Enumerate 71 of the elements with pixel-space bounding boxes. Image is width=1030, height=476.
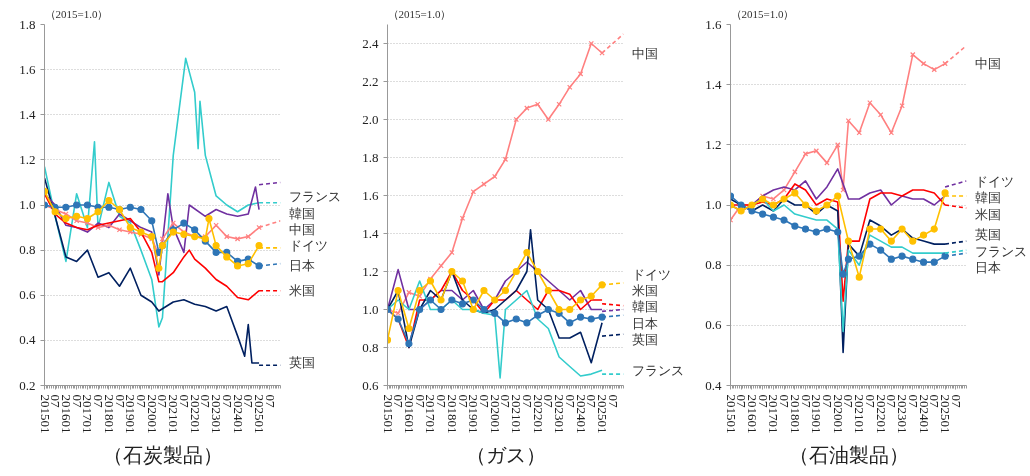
y-tick-label: 1.8 bbox=[362, 149, 379, 165]
text: 米国 bbox=[631, 282, 658, 298]
x-tick-label: 07 bbox=[519, 394, 535, 408]
text: 英国 bbox=[288, 355, 315, 371]
text: 英国 bbox=[631, 332, 658, 348]
x-tick-label: 201801 bbox=[787, 394, 803, 434]
y-tick-label: 1.4 bbox=[705, 76, 722, 92]
text: ドイツ bbox=[631, 266, 671, 282]
text: 米国 bbox=[288, 283, 315, 299]
y-tick-label: 0.6 bbox=[705, 317, 722, 333]
text: 英国 bbox=[974, 227, 1001, 243]
y-axis-title: （2015=1.0） bbox=[730, 7, 795, 20]
y-tick-label: 0.6 bbox=[362, 377, 379, 393]
y-tick-label: 1.4 bbox=[362, 225, 379, 241]
x-tick-label: 07 bbox=[905, 394, 921, 408]
y-axis-title: （2015=1.0） bbox=[387, 7, 452, 20]
x-tick-label: 201801 bbox=[101, 394, 117, 434]
x-tick-label: 201601 bbox=[58, 394, 74, 434]
text: 日本 bbox=[288, 258, 315, 274]
y-tick-label: 1.6 bbox=[705, 16, 722, 32]
x-tick-label: 07 bbox=[262, 394, 278, 408]
x-tick-label: 201601 bbox=[401, 394, 417, 434]
text: 日本 bbox=[631, 315, 658, 331]
y-tick-label: 1.2 bbox=[362, 263, 379, 279]
x-tick-label: 07 bbox=[562, 394, 578, 408]
text: 韓国 bbox=[288, 205, 315, 221]
x-tick-label: 07 bbox=[133, 394, 149, 408]
x-tick-label: 07 bbox=[948, 394, 964, 408]
y-tick-label: 1.0 bbox=[19, 197, 36, 212]
text: ドイツ bbox=[288, 238, 328, 254]
y-tick-label: 0.8 bbox=[19, 242, 36, 258]
x-tick-label: 07 bbox=[605, 394, 621, 408]
text: フランス bbox=[288, 189, 341, 205]
y-tick-label: 1.6 bbox=[19, 61, 36, 77]
text: 日本 bbox=[974, 260, 1001, 276]
y-tick-label: 0.8 bbox=[705, 257, 722, 273]
x-tick-label: 07 bbox=[176, 394, 192, 408]
y-tick-label: 1.2 bbox=[19, 151, 36, 167]
y-tick-label: 1.8 bbox=[19, 16, 36, 32]
x-tick-label: 07 bbox=[819, 394, 835, 408]
y-tick-label: 0.6 bbox=[19, 287, 36, 303]
y-tick-label: 1.6 bbox=[362, 187, 379, 203]
x-tick-label: 201601 bbox=[744, 394, 760, 434]
text: 米国 bbox=[974, 206, 1001, 222]
x-tick-label: 07 bbox=[219, 394, 235, 408]
text: フランス bbox=[974, 243, 1027, 259]
y-tick-label: 2.2 bbox=[362, 73, 379, 89]
y-tick-label: 1.0 bbox=[362, 301, 379, 317]
y-tick-label: 0.4 bbox=[19, 332, 36, 348]
x-tick-label: 07 bbox=[862, 394, 878, 408]
text: 中国 bbox=[974, 56, 1001, 72]
x-tick-label: 201801 bbox=[444, 394, 460, 434]
y-tick-label: 0.8 bbox=[362, 339, 379, 355]
text: （石油製品） bbox=[788, 443, 909, 466]
y-tick-label: 1.2 bbox=[705, 136, 722, 152]
y-tick-label: 2.4 bbox=[362, 35, 379, 51]
text: （ガス） bbox=[465, 443, 546, 466]
y-tick-label: 1.4 bbox=[19, 106, 36, 122]
text: 中国 bbox=[631, 45, 658, 61]
y-tick-label: 1.0 bbox=[705, 197, 722, 212]
y-tick-label: 2.0 bbox=[362, 111, 379, 127]
x-tick-label: 07 bbox=[476, 394, 492, 408]
text: 韓国 bbox=[631, 299, 658, 315]
y-tick-label: 0.4 bbox=[705, 377, 722, 393]
text: フランス bbox=[631, 362, 684, 378]
text: ドイツ bbox=[974, 174, 1014, 190]
y-axis-title: （2015=1.0） bbox=[44, 7, 109, 20]
text: 韓国 bbox=[974, 190, 1001, 206]
y-tick-label: 0.2 bbox=[19, 377, 36, 393]
text: 中国 bbox=[288, 222, 315, 238]
text: （石炭製品） bbox=[102, 443, 223, 466]
